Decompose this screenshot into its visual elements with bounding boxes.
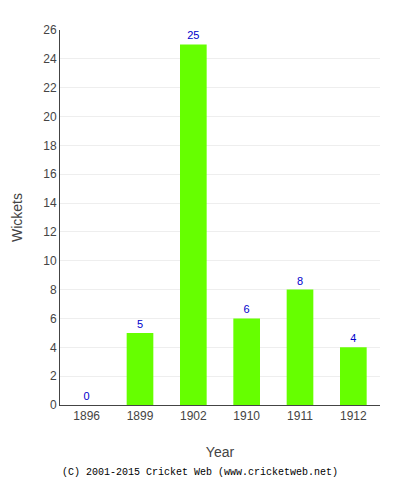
svg-text:1899: 1899 bbox=[127, 409, 154, 423]
svg-text:20: 20 bbox=[43, 110, 57, 124]
svg-text:16: 16 bbox=[43, 167, 57, 181]
svg-text:0: 0 bbox=[84, 390, 90, 402]
svg-text:1911: 1911 bbox=[287, 409, 313, 423]
svg-text:Year: Year bbox=[206, 444, 235, 460]
svg-text:18: 18 bbox=[43, 139, 57, 153]
svg-text:8: 8 bbox=[297, 275, 303, 287]
svg-text:8: 8 bbox=[50, 283, 57, 297]
svg-text:(C) 2001-2015 Cricket Web (www: (C) 2001-2015 Cricket Web (www.cricketwe… bbox=[62, 467, 338, 478]
svg-text:25: 25 bbox=[187, 29, 199, 41]
svg-text:2: 2 bbox=[50, 369, 57, 383]
svg-text:14: 14 bbox=[43, 196, 57, 210]
svg-text:12: 12 bbox=[43, 225, 57, 239]
svg-text:26: 26 bbox=[43, 23, 57, 37]
svg-text:4: 4 bbox=[350, 332, 356, 344]
svg-text:4: 4 bbox=[50, 341, 57, 355]
svg-text:1902: 1902 bbox=[180, 409, 207, 423]
svg-text:1912: 1912 bbox=[340, 409, 367, 423]
svg-text:Wickets: Wickets bbox=[9, 193, 25, 242]
svg-text:5: 5 bbox=[137, 318, 143, 330]
svg-text:1910: 1910 bbox=[233, 409, 260, 423]
svg-text:6: 6 bbox=[50, 312, 57, 326]
svg-text:6: 6 bbox=[244, 303, 250, 315]
svg-text:1896: 1896 bbox=[73, 409, 100, 423]
svg-text:0: 0 bbox=[50, 398, 57, 412]
svg-text:22: 22 bbox=[43, 81, 57, 95]
svg-text:10: 10 bbox=[43, 254, 57, 268]
svg-text:24: 24 bbox=[43, 52, 57, 66]
